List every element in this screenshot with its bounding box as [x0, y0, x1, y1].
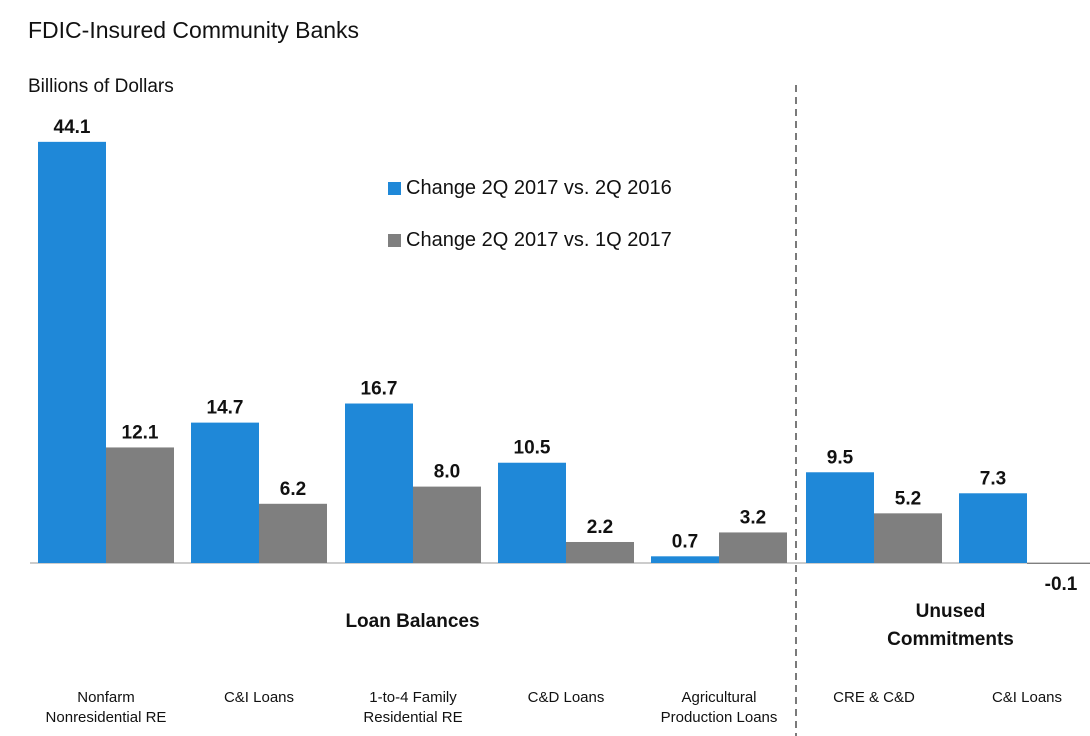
value-label-s1-c4: 10.5 — [514, 438, 551, 459]
value-label-s1-c5: 0.7 — [672, 531, 698, 552]
value-labels-layer: 44.1 14.7 16.7 10.5 0.7 9.5 7.3 12.1 6.2 8.0 2.2 3.… — [54, 117, 1078, 595]
value-label-s2-c6: 5.2 — [895, 488, 921, 509]
bar-s2-c6 — [874, 513, 942, 563]
bar-s2-c3 — [413, 486, 481, 563]
legend-label-2: Change 2Q 2017 vs. 1Q 2017 — [406, 229, 672, 251]
group-label-2: Commitments — [887, 629, 1014, 650]
category-labels-layer: Nonfarm Nonresidential RE C&I Loans 1-to-4 … — [46, 689, 1062, 726]
bars-layer — [38, 141, 1090, 564]
legend-swatch-1 — [388, 182, 401, 195]
group-label-2: Unused — [916, 601, 986, 622]
chart-title: FDIC-Insured Community Banks — [28, 17, 359, 43]
value-label-s1-c3: 16.7 — [361, 379, 398, 400]
category-label-6: CRE & C&D — [833, 689, 915, 706]
value-label-s2-c7: -0.1 — [1045, 574, 1078, 595]
legend-label-1: Change 2Q 2017 vs. 2Q 2016 — [406, 177, 672, 199]
bar-s1-c3 — [345, 403, 413, 563]
bar-s1-c4 — [498, 462, 566, 563]
value-label-s1-c7: 7.3 — [980, 468, 1006, 489]
category-label-1: Nonfarm — [77, 689, 135, 706]
value-label-s1-c6: 9.5 — [827, 447, 854, 468]
category-label-3: Residential RE — [363, 709, 462, 726]
bar-s1-c7 — [959, 493, 1027, 563]
category-label-5: Production Loans — [661, 709, 778, 726]
bar-s1-c6 — [806, 472, 874, 563]
legend: Change 2Q 2017 vs. 2Q 2016 Change 2Q 2017… — [388, 177, 672, 251]
category-label-5: Agricultural — [681, 689, 756, 706]
category-label-4: C&D Loans — [528, 689, 605, 706]
bar-s2-c5 — [719, 532, 787, 563]
group-labels-layer: Loan Balances Unused Commitments — [345, 601, 1013, 650]
legend-swatch-2 — [388, 234, 401, 247]
value-label-s1-c2: 14.7 — [207, 398, 244, 419]
value-label-s2-c3: 8.0 — [434, 462, 460, 483]
category-label-2: C&I Loans — [224, 689, 294, 706]
value-label-s2-c4: 2.2 — [587, 517, 613, 538]
bar-s2-c2 — [259, 503, 327, 563]
value-label-s2-c1: 12.1 — [122, 422, 159, 443]
bar-s2-c1 — [106, 447, 174, 563]
category-label-1: Nonresidential RE — [46, 709, 167, 726]
category-label-7: C&I Loans — [992, 689, 1062, 706]
bar-s1-c5 — [651, 556, 719, 563]
value-label-s2-c2: 6.2 — [280, 479, 306, 500]
bar-s2-c7 — [1027, 563, 1090, 564]
bar-s1-c2 — [191, 422, 259, 563]
bar-s1-c1 — [38, 141, 106, 563]
value-label-s1-c1: 44.1 — [54, 117, 91, 138]
value-label-s2-c5: 3.2 — [740, 507, 766, 528]
group-label-1: Loan Balances — [345, 611, 479, 632]
y-axis-unit-label: Billions of Dollars — [28, 76, 174, 97]
bar-s2-c4 — [566, 541, 634, 563]
category-label-3: 1-to-4 Family — [369, 689, 457, 706]
